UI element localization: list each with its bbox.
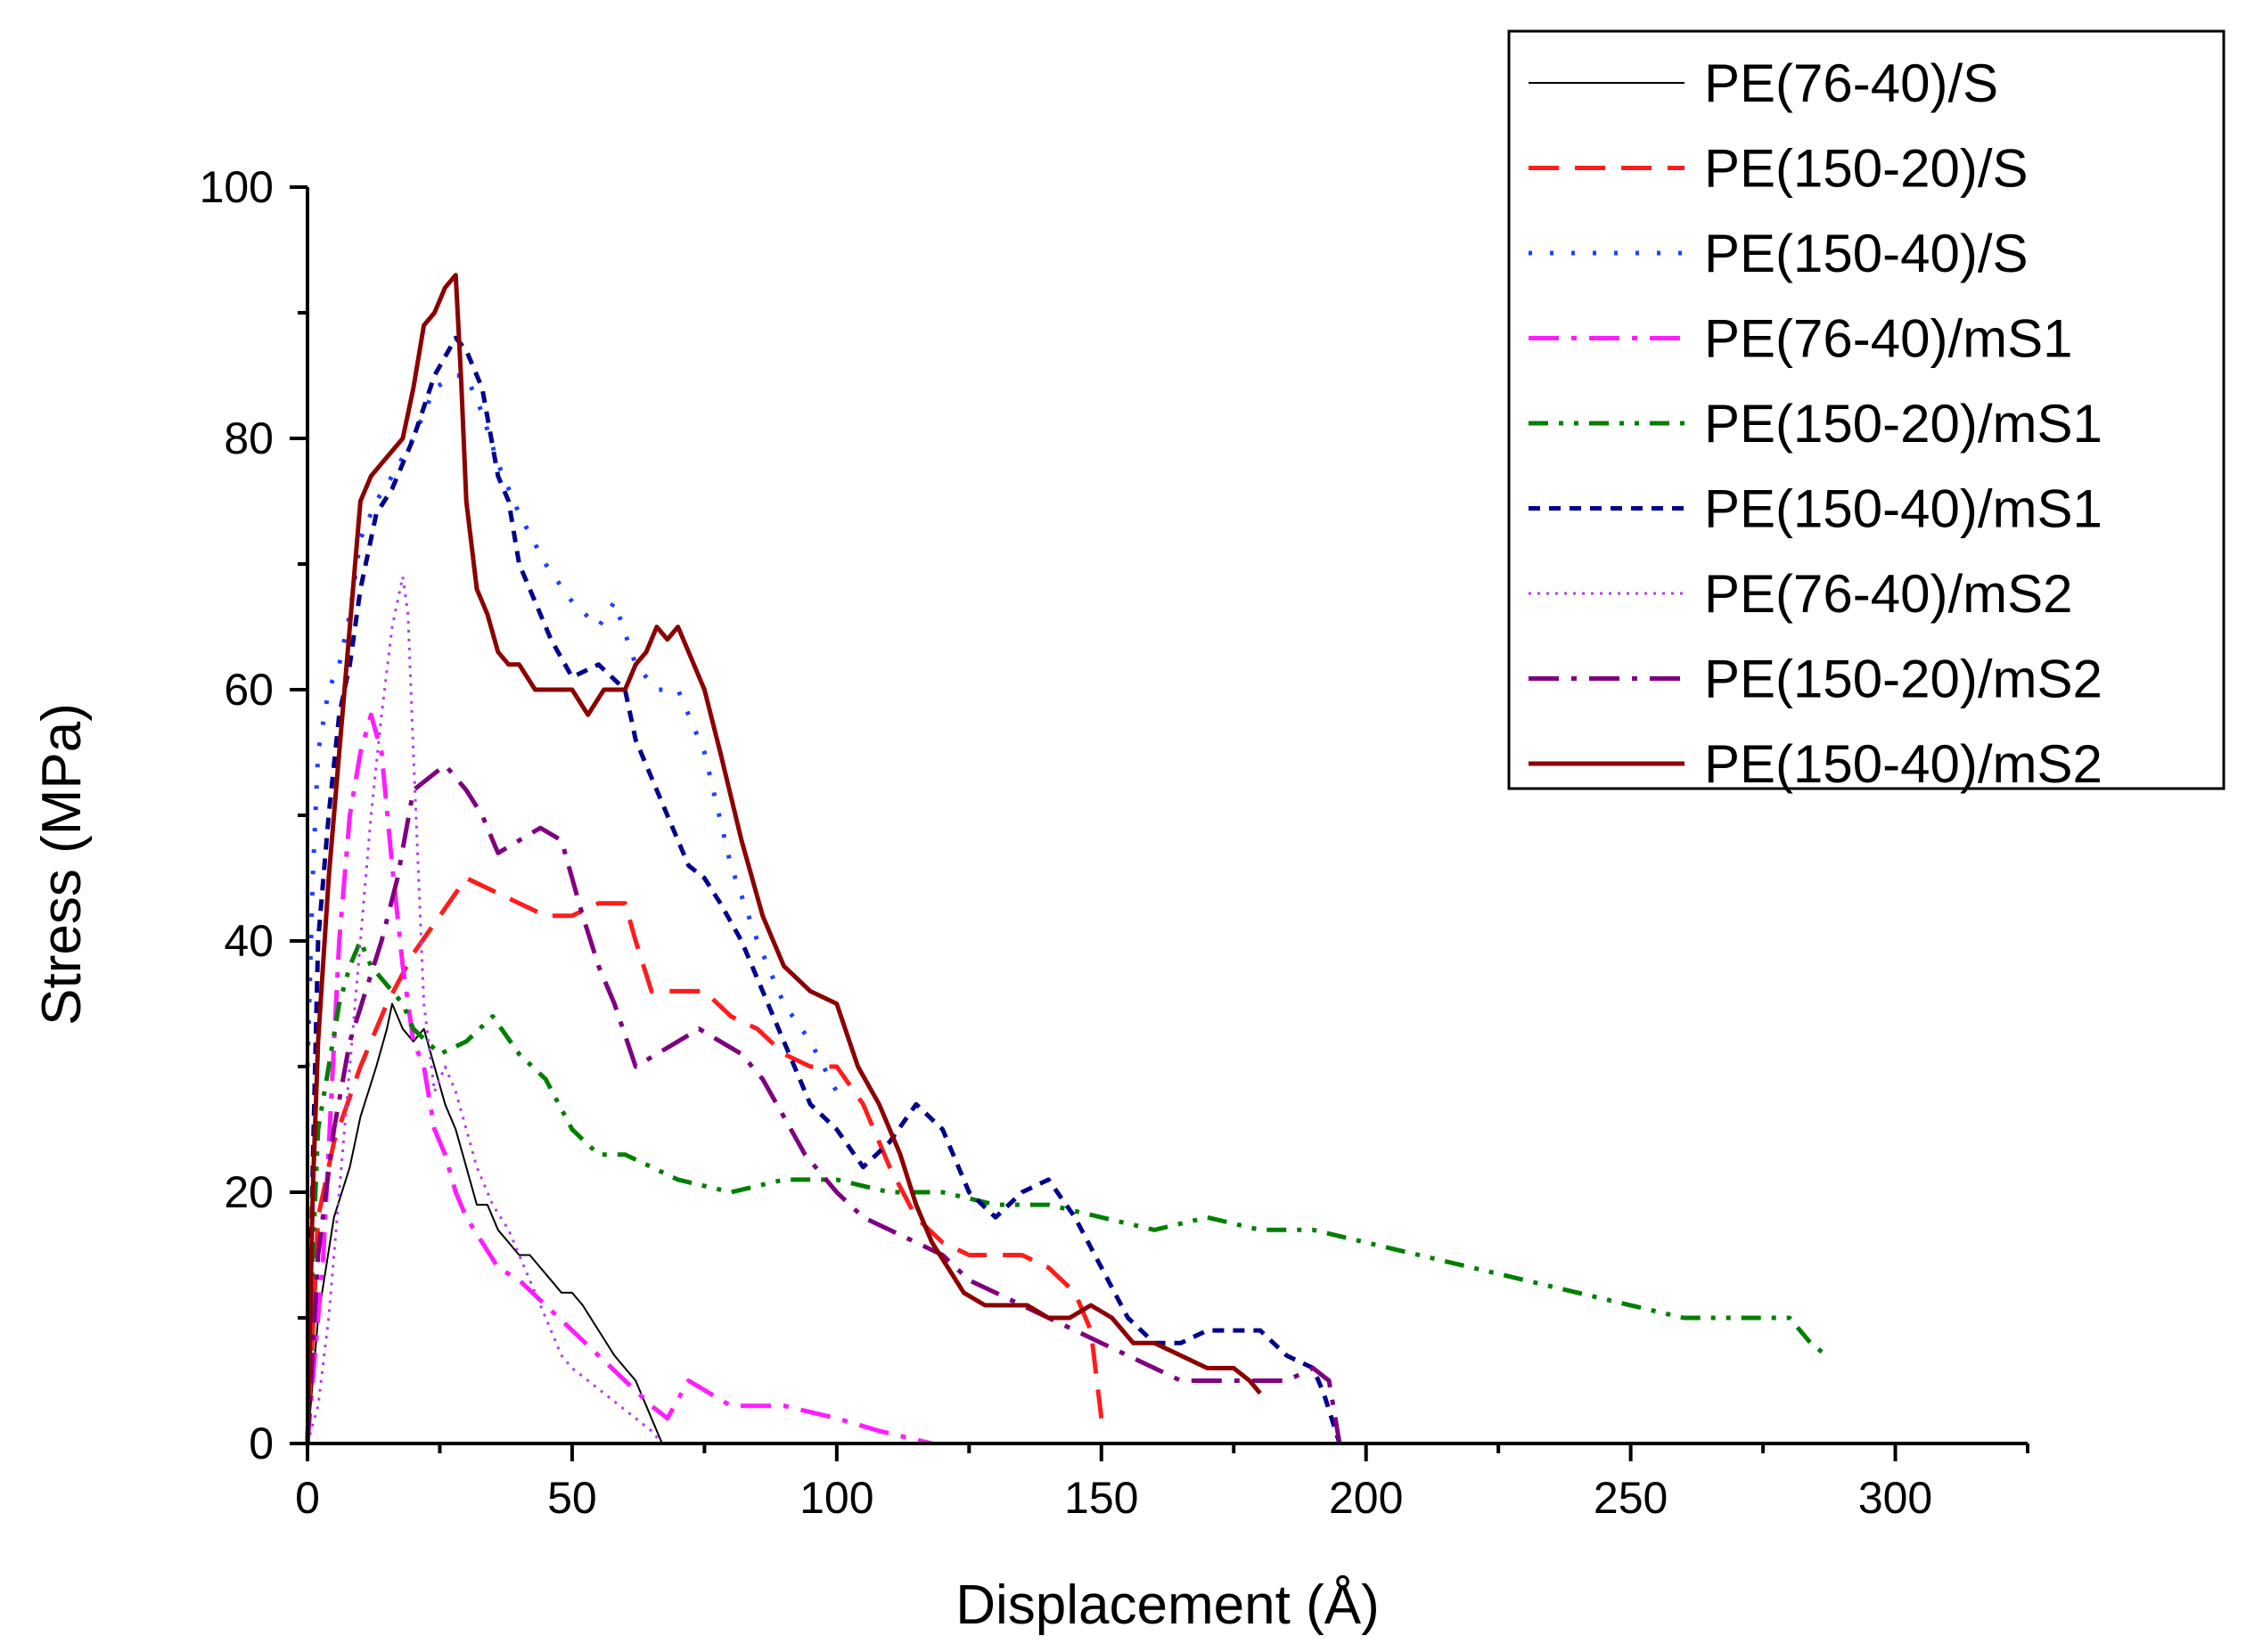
legend-label-pe-150-40-ms1: PE(150-40)/mS1 xyxy=(1704,479,2103,539)
legend-items: PE(76-40)/S PE(150-20)/S PE(150-40)/S PE(76… xyxy=(1529,53,2103,794)
x-tick-label-100: 100 xyxy=(799,1473,873,1523)
series-line-pe-150-20-s xyxy=(305,876,1104,1444)
legend-label-pe-76-40-s: PE(76-40)/S xyxy=(1704,53,1998,113)
series-layer xyxy=(305,273,1828,1446)
legend-label-pe-150-40-s: PE(150-40)/S xyxy=(1704,224,2029,283)
x-tick-label-200: 200 xyxy=(1329,1473,1403,1523)
y-ticks: 0 20 40 60 80 100 xyxy=(200,162,307,1468)
series-line-pe-76-40-s xyxy=(307,1002,663,1444)
y-tick-label-60: 60 xyxy=(224,665,274,715)
series-line-pe-76-40-ms2 xyxy=(306,575,664,1444)
legend-label-pe-76-40-ms1: PE(76-40)/mS1 xyxy=(1704,309,2073,369)
y-tick-label-80: 80 xyxy=(224,413,274,463)
x-tick-label-250: 250 xyxy=(1594,1473,1668,1523)
y-tick-label-100: 100 xyxy=(200,162,274,212)
y-tick-label-40: 40 xyxy=(224,916,274,966)
y-axis-title: Stress (MPa) xyxy=(31,703,93,1026)
x-tick-label-300: 300 xyxy=(1858,1473,1932,1523)
axes: 0 50 100 150 200 250 300 0 20 40 60 80 100 xyxy=(200,162,2029,1523)
x-tick-label-50: 50 xyxy=(547,1473,597,1523)
x-axis-title: Displacement (Å) xyxy=(955,1574,1379,1636)
x-tick-label-150: 150 xyxy=(1064,1473,1138,1523)
legend-label-pe-150-20-ms1: PE(150-20)/mS1 xyxy=(1704,394,2103,454)
series-line-pe-76-40-ms1 xyxy=(305,712,933,1446)
legend-label-pe-150-40-ms2: PE(150-40)/mS2 xyxy=(1704,734,2103,794)
x-ticks: 0 50 100 150 200 250 300 xyxy=(295,1443,2029,1523)
series-line-pe-150-40-ms2 xyxy=(305,273,1262,1444)
series-line-pe-150-40-ms1 xyxy=(305,335,1342,1444)
legend-box xyxy=(1507,29,2226,790)
x-tick-label-0: 0 xyxy=(295,1473,320,1523)
legend-label-pe-150-20-ms2: PE(150-20)/mS2 xyxy=(1704,650,2103,709)
legend: PE(76-40)/S PE(150-20)/S PE(150-40)/S PE(76… xyxy=(1507,29,2226,794)
series-line-pe-150-20-ms2 xyxy=(305,763,1342,1444)
y-tick-label-20: 20 xyxy=(224,1167,274,1217)
legend-label-pe-76-40-ms2: PE(76-40)/mS2 xyxy=(1704,564,2073,624)
series-line-pe-150-20-ms1 xyxy=(305,938,1828,1444)
legend-label-pe-150-20-s: PE(150-20)/S xyxy=(1704,139,2029,199)
y-tick-label-0: 0 xyxy=(249,1419,274,1468)
